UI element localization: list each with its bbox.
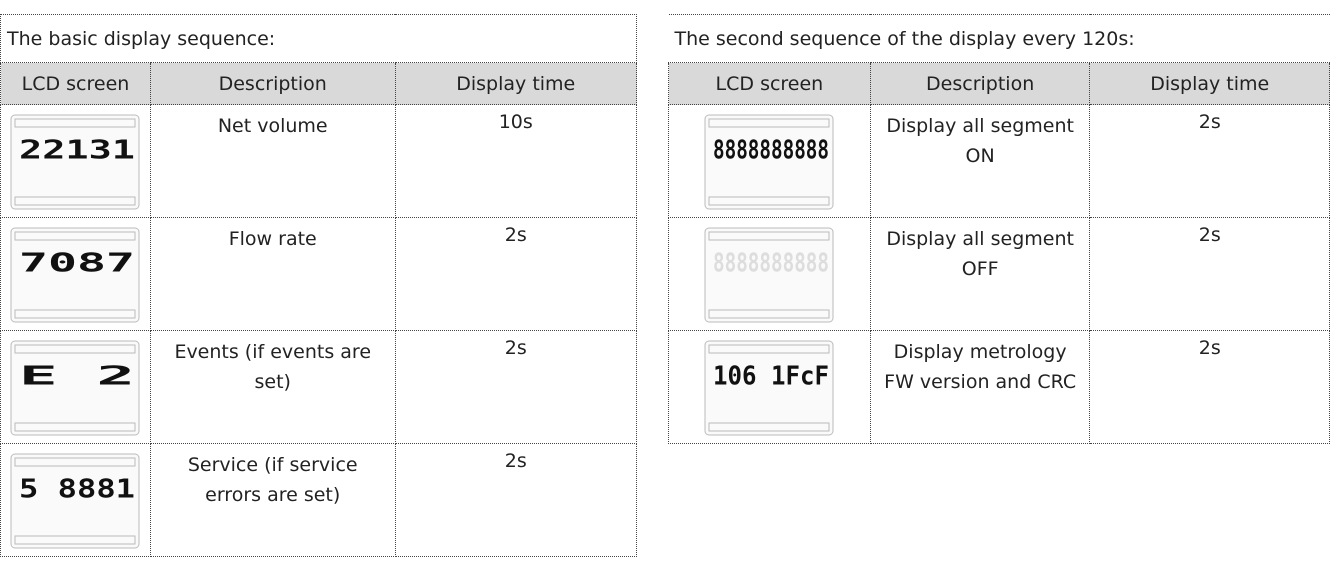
second-table: The second sequence of the display every… (668, 14, 1330, 444)
lcd-strip (708, 118, 830, 128)
lcd-cell: 7087 (0, 217, 151, 331)
lcd-frame (10, 114, 140, 210)
lcd-cell: 22131 (0, 104, 151, 218)
lcd-frame (704, 340, 834, 436)
lcd-digits: E 2 (19, 362, 135, 392)
lcd-screen: 106 1FcF (704, 340, 834, 436)
display-time: 2s (1089, 104, 1330, 218)
lcd-strip (14, 309, 136, 319)
lcd-cell: 8888888888 (668, 217, 871, 331)
display-time: 2s (394, 330, 638, 444)
lcd-cell: 5 8881 (0, 443, 151, 557)
lcd-screen: E 2 (10, 340, 140, 436)
row: 106 1FcF Display metrology FW version and… (668, 330, 1330, 444)
lcd-frame (10, 453, 140, 549)
description: Service (if service errors are set) (149, 443, 396, 557)
lcd-strip (14, 118, 136, 128)
description: Events (if events are set) (149, 330, 396, 444)
header: LCD screen (0, 62, 151, 105)
header: LCD screen (668, 62, 871, 105)
header: Display time (1089, 62, 1330, 105)
lcd-cell: E 2 (0, 330, 151, 444)
row: 5 8881 Service (if service errors are set… (0, 443, 638, 557)
lcd-digits: 5 8881 (19, 475, 135, 505)
lcd-frame (704, 114, 834, 210)
basic-table: The basic display sequence: LCD screen De… (0, 14, 638, 557)
row: 22131 Net volume 10s (0, 104, 638, 218)
lcd-strip (708, 309, 830, 319)
lcd-cell: 106 1FcF (668, 330, 871, 444)
lcd-digits: 7087 (19, 249, 135, 279)
lcd-digits: 8888888888 (713, 136, 829, 166)
description: Display all segment ON (869, 104, 1091, 218)
lcd-screen: 5 8881 (10, 453, 140, 549)
lcd-strip (14, 535, 136, 545)
header: Description (149, 62, 396, 105)
lcd-screen: 22131 (10, 114, 140, 210)
lcd-frame (10, 227, 140, 323)
lcd-digits: 8888888888 (713, 249, 829, 279)
display-time: 2s (1089, 330, 1330, 444)
lcd-strip (14, 422, 136, 432)
display-time: 10s (394, 104, 638, 218)
lcd-strip (14, 457, 136, 467)
lcd-frame (704, 227, 834, 323)
display-time: 2s (1089, 217, 1330, 331)
description: Flow rate (149, 217, 396, 331)
lcd-strip (708, 344, 830, 354)
row: 8888888888 Display all segment OFF 2s (668, 217, 1330, 331)
header: Description (869, 62, 1091, 105)
lcd-digits: 106 1FcF (713, 362, 829, 392)
lcd-strip (14, 231, 136, 241)
description: Net volume (149, 104, 396, 218)
lcd-strip (14, 344, 136, 354)
lcd-screen: 8888888888 (704, 114, 834, 210)
row: 7087 Flow rate 2s (0, 217, 638, 331)
row: E 2 Events (if events are set) 2s (0, 330, 638, 444)
description: Display all segment OFF (869, 217, 1091, 331)
lcd-screen: 8888888888 (704, 227, 834, 323)
display-time: 2s (394, 443, 638, 557)
display-time: 2s (394, 217, 638, 331)
lcd-frame (10, 340, 140, 436)
lcd-cell: 8888888888 (668, 104, 871, 218)
lcd-screen: 7087 (10, 227, 140, 323)
lcd-strip (708, 231, 830, 241)
lcd-digits: 22131 (19, 136, 135, 166)
row: 8888888888 Display all segment ON 2s (668, 104, 1330, 218)
description: Display metrology FW version and CRC (869, 330, 1091, 444)
lcd-strip (14, 196, 136, 206)
table-title: The basic display sequence: (0, 14, 637, 63)
lcd-strip (708, 422, 830, 432)
table-title: The second sequence of the display every… (668, 14, 1330, 63)
header: Display time (394, 62, 638, 105)
lcd-strip (708, 196, 830, 206)
